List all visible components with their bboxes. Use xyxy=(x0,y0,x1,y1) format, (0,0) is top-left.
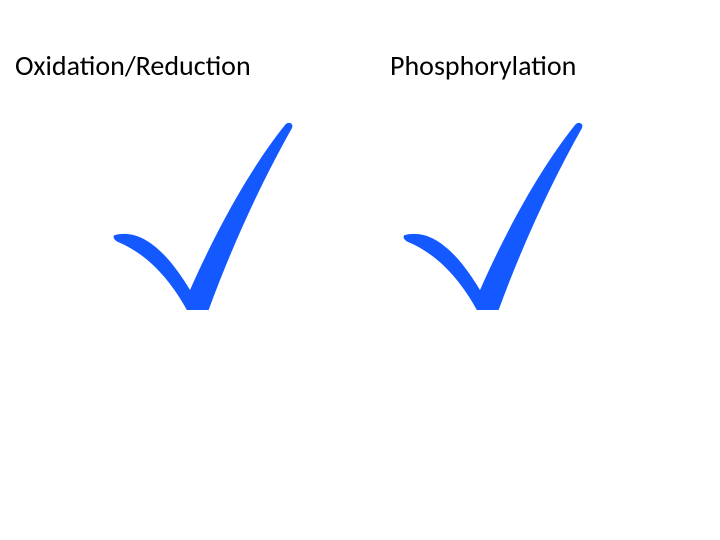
checkmark-icon xyxy=(80,90,300,310)
slide-canvas: Oxidation/Reduction Phosphorylation xyxy=(0,0,720,540)
checkmark-svg xyxy=(80,90,300,310)
checkmark-svg xyxy=(370,90,590,310)
checkmark-icon xyxy=(370,90,590,310)
heading-phosphorylation: Phosphorylation xyxy=(390,48,576,83)
heading-oxidation-reduction: Oxidation/Reduction xyxy=(15,48,251,83)
checkmark-path xyxy=(404,123,583,310)
checkmark-path xyxy=(114,123,293,310)
